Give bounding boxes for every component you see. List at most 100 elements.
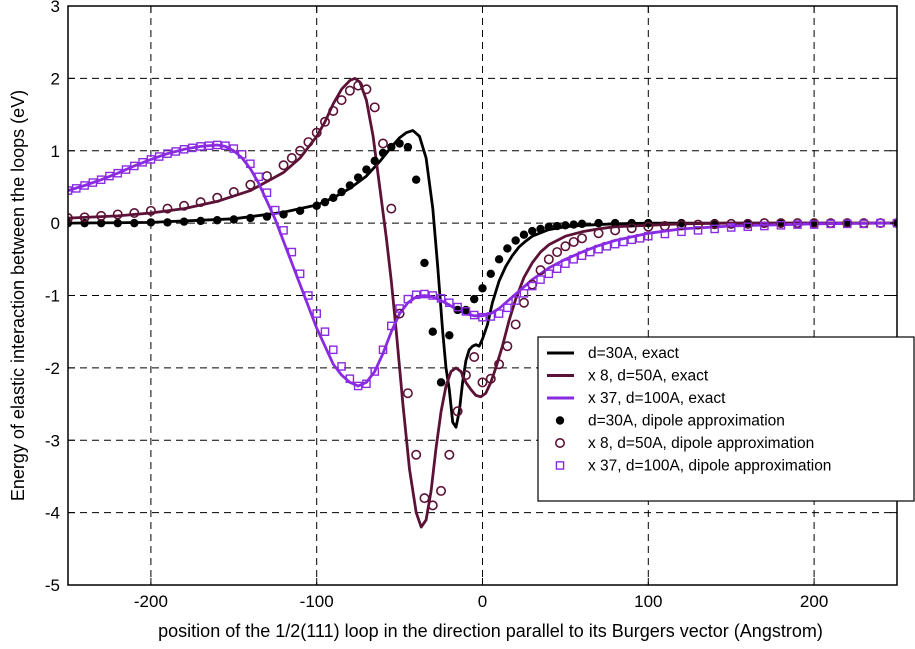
- data-point: [428, 291, 438, 300]
- data-point: [353, 381, 363, 391]
- legend-item: d=30A, exact: [547, 345, 680, 362]
- data-point: [503, 303, 512, 313]
- data-point: [568, 236, 579, 247]
- data-point: [154, 152, 164, 161]
- data-point: [261, 171, 272, 182]
- data-point: [113, 218, 122, 228]
- y-tick-label: 3: [51, 0, 60, 16]
- data-point: [710, 224, 719, 234]
- y-tick-label: -1: [45, 287, 60, 306]
- tick-layer: -200 -100 0 100 200 -5 -4 -3 -2 -1 0 1 2 3: [45, 0, 897, 611]
- data-point: [403, 142, 413, 152]
- data-point: [279, 210, 288, 219]
- data-point: [743, 222, 753, 232]
- data-point: [320, 327, 330, 336]
- data-point: [370, 367, 380, 376]
- data-point: [337, 187, 346, 197]
- data-point: [171, 147, 181, 156]
- data-point: [387, 142, 396, 152]
- data-point: [319, 116, 330, 127]
- data-point: [602, 241, 612, 251]
- y-axis-label: Energy of elastic interaction between th…: [8, 90, 28, 501]
- data-point: [237, 150, 247, 159]
- data-point: [411, 449, 422, 460]
- data-point: [320, 197, 330, 207]
- data-point: [196, 142, 205, 151]
- data-point: [569, 255, 578, 264]
- data-point: [643, 221, 654, 232]
- data-point: [195, 197, 206, 208]
- data-point: [270, 205, 280, 215]
- data-point: [245, 179, 256, 190]
- data-point: [693, 219, 704, 230]
- data-point: [460, 370, 471, 381]
- legend-swatch: [555, 461, 565, 470]
- data-point: [411, 175, 421, 184]
- data-point: [610, 225, 621, 236]
- data-point: [71, 184, 81, 193]
- data-point: [445, 331, 454, 340]
- data-point: [561, 259, 570, 268]
- data-point: [544, 222, 554, 231]
- data-point: [676, 220, 687, 231]
- data-point: [486, 269, 495, 278]
- data-point: [427, 500, 438, 511]
- data-point: [478, 312, 487, 322]
- data-point: [693, 226, 703, 235]
- data-point: [494, 255, 504, 264]
- data-point: [461, 307, 471, 316]
- data-point: [163, 149, 172, 158]
- data-point: [436, 485, 447, 496]
- data-point: [511, 236, 520, 245]
- data-point: [552, 247, 563, 258]
- data-point: [121, 165, 131, 174]
- data-point: [510, 319, 521, 330]
- data-point: [569, 220, 578, 229]
- data-point: [279, 226, 288, 235]
- data-point: [485, 373, 496, 384]
- data-point: [68, 213, 73, 224]
- data-point: [470, 294, 479, 304]
- data-point: [362, 165, 371, 174]
- data-point: [453, 302, 462, 312]
- data-point: [246, 159, 255, 169]
- data-point: [328, 105, 339, 116]
- data-point: [494, 309, 504, 318]
- data-point: [286, 152, 297, 163]
- series-6: [68, 140, 897, 391]
- data-point: [552, 221, 562, 231]
- data-point: [96, 210, 107, 221]
- data-point: [519, 289, 529, 298]
- y-tick-label: 2: [51, 69, 60, 88]
- data-point: [204, 141, 214, 150]
- legend-item: x 8, d=50A, exact: [547, 368, 709, 385]
- data-point: [278, 160, 289, 171]
- data-point: [246, 213, 255, 223]
- data-point: [112, 209, 123, 220]
- data-point: [809, 220, 819, 229]
- data-point: [826, 219, 835, 229]
- data-point: [576, 233, 587, 244]
- data-point: [80, 181, 89, 190]
- data-point: [635, 234, 645, 243]
- x-tick-label: 0: [478, 592, 487, 611]
- data-point: [162, 203, 173, 214]
- data-point: [213, 216, 222, 225]
- x-axis-label: position of the 1/2(111) loop in the dir…: [158, 621, 823, 641]
- series-4: [68, 139, 897, 387]
- data-point: [145, 205, 156, 216]
- data-point: [395, 304, 404, 313]
- data-point: [287, 247, 297, 257]
- data-point: [469, 352, 480, 363]
- data-point: [876, 218, 885, 228]
- legend-label: x 8, d=50A, exact: [588, 368, 709, 385]
- legend-swatch: [555, 416, 565, 425]
- data-point: [130, 161, 139, 171]
- data-point: [369, 102, 380, 113]
- data-point: [88, 178, 98, 187]
- data-point: [436, 378, 446, 387]
- data-point: [644, 231, 653, 241]
- data-point: [336, 95, 347, 106]
- data-point: [561, 221, 570, 230]
- data-point: [660, 229, 670, 239]
